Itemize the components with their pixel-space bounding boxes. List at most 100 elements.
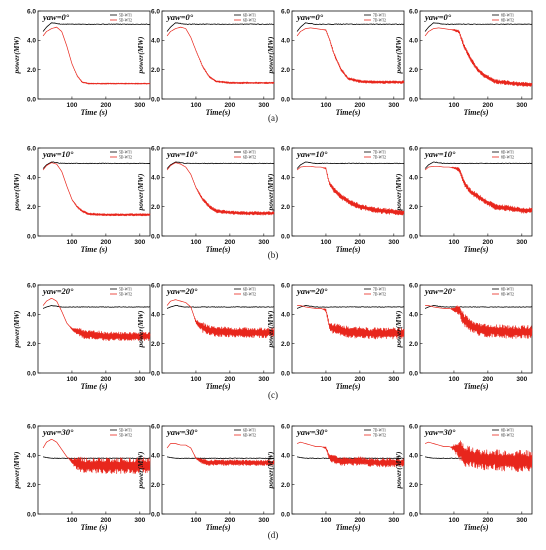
x-axis-label: Time(s) — [335, 382, 360, 391]
series-line-6D-WT2 — [166, 299, 275, 339]
x-axis-label: Time (s) — [80, 382, 107, 391]
y-tick-label: 0.0 — [281, 511, 290, 518]
legend-label: 7D-WT2 — [373, 292, 386, 296]
y-axis-label: power(MW) — [394, 310, 403, 349]
x-tick-label: 100 — [191, 517, 202, 524]
subplot-c-3: 0.0 2.0 4.0 6.0 100 200 300 Time(s) power(MW) 7D-… — [266, 282, 405, 391]
series-line-6D-WT1 — [166, 161, 275, 169]
x-tick-label: 300 — [516, 102, 527, 109]
y-tick-label: 6.0 — [27, 145, 36, 152]
legend-label: 8D-WT2 — [501, 433, 514, 437]
y-tick-label: 4.0 — [151, 175, 160, 182]
legend-label: 7D-WT1 — [373, 150, 386, 154]
yaw-annotation: yaw=30° — [424, 427, 456, 437]
x-tick-label: 300 — [388, 102, 399, 109]
y-tick-label: 0.0 — [409, 233, 418, 240]
yaw-annotation: yaw=0° — [166, 12, 194, 22]
legend-label: 7D-WT1 — [373, 428, 386, 432]
x-tick-label: 200 — [482, 239, 493, 246]
x-tick-label: 100 — [449, 517, 460, 524]
y-tick-label: 2.0 — [281, 67, 290, 74]
legend-label: 5D-WT2 — [119, 292, 132, 296]
x-tick-label: 300 — [388, 517, 399, 524]
plot-frame — [419, 147, 533, 237]
legend-label: 8D-WT1 — [501, 13, 514, 17]
legend-label: 6D-WT2 — [243, 18, 256, 22]
legend-label: 5D-WT1 — [119, 287, 132, 291]
series-line-5D-WT1 — [43, 456, 151, 459]
series-line-7D-WT1 — [296, 22, 405, 32]
y-tick-label: 6.0 — [409, 8, 418, 15]
x-tick-label: 200 — [354, 102, 365, 109]
legend-label: 6D-WT1 — [243, 13, 256, 17]
yaw-annotation: yaw=20° — [424, 286, 456, 296]
subplot-c-1: 0.0 2.0 4.0 6.0 100 200 300 Time (s) power(MW) 5D… — [12, 282, 151, 391]
x-tick-label: 200 — [224, 376, 235, 383]
series-line-6D-WT2 — [166, 162, 275, 216]
x-tick-label: 300 — [134, 102, 145, 109]
x-tick-label: 100 — [67, 239, 78, 246]
legend-label: 5D-WT2 — [119, 155, 132, 159]
x-axis-label: Time (s) — [80, 108, 107, 117]
series-line-8D-WT1 — [424, 305, 533, 309]
legend-label: 6D-WT2 — [243, 433, 256, 437]
x-tick-label: 200 — [482, 517, 493, 524]
legend-label: 5D-WT2 — [119, 18, 132, 22]
y-tick-label: 6.0 — [27, 282, 36, 289]
x-tick-label: 300 — [516, 517, 527, 524]
series-line-8D-WT2 — [424, 165, 533, 214]
yaw-annotation: yaw=30° — [166, 427, 198, 437]
y-tick-label: 6.0 — [281, 423, 290, 430]
y-axis-label: power(MW) — [136, 451, 145, 490]
series-line-5D-WT2 — [42, 438, 151, 474]
y-tick-label: 6.0 — [27, 8, 36, 15]
y-axis-label: power(MW) — [266, 36, 275, 75]
yaw-annotation: yaw=10° — [42, 149, 74, 159]
series-line-8D-WT2 — [424, 27, 533, 87]
legend-label: 7D-WT2 — [373, 18, 386, 22]
series-line-7D-WT2 — [296, 165, 405, 216]
x-axis-label: Time(s) — [335, 523, 360, 532]
legend-label: 6D-WT1 — [243, 428, 256, 432]
y-tick-label: 4.0 — [409, 38, 418, 45]
y-tick-label: 0.0 — [27, 96, 36, 103]
y-tick-label: 0.0 — [281, 96, 290, 103]
y-tick-label: 4.0 — [281, 38, 290, 45]
x-tick-label: 300 — [258, 239, 269, 246]
series-line-5D-WT1 — [42, 305, 151, 309]
x-tick-label: 300 — [516, 376, 527, 383]
y-tick-label: 2.0 — [151, 341, 160, 348]
series-line-5D-WT2 — [42, 297, 151, 342]
subplot-b-4: 0.0 2.0 4.0 6.0 100 200 300 Time(s) power(MW) 8D-… — [394, 145, 533, 254]
x-tick-label: 200 — [100, 102, 111, 109]
y-tick-label: 2.0 — [281, 204, 290, 211]
x-tick-label: 100 — [449, 239, 460, 246]
x-tick-label: 200 — [100, 239, 111, 246]
y-tick-label: 4.0 — [409, 453, 418, 460]
legend-label: 7D-WT1 — [373, 287, 386, 291]
legend-label: 8D-WT1 — [501, 287, 514, 291]
x-tick-label: 200 — [482, 376, 493, 383]
y-tick-label: 0.0 — [151, 233, 160, 240]
y-tick-label: 2.0 — [151, 204, 160, 211]
y-tick-label: 0.0 — [281, 233, 290, 240]
legend-label: 5D-WT1 — [119, 13, 132, 17]
y-tick-label: 0.0 — [27, 511, 36, 518]
y-tick-label: 0.0 — [151, 96, 160, 103]
y-tick-label: 6.0 — [281, 8, 290, 15]
y-tick-label: 0.0 — [281, 370, 290, 377]
legend-label: 6D-WT1 — [243, 287, 256, 291]
y-tick-label: 4.0 — [27, 453, 36, 460]
series-line-8D-WT2 — [425, 305, 533, 339]
subplot-b-1: 0.0 2.0 4.0 6.0 100 200 300 Time (s) power(MW) 5D… — [12, 145, 151, 254]
row-caption: (d) — [268, 530, 279, 540]
x-tick-label: 200 — [224, 102, 235, 109]
x-tick-label: 200 — [482, 102, 493, 109]
x-axis-label: Time(s) — [463, 108, 488, 117]
x-tick-label: 100 — [191, 102, 202, 109]
x-axis-label: Time(s) — [205, 382, 230, 391]
x-tick-label: 300 — [388, 376, 399, 383]
x-axis-label: Time (s) — [80, 245, 107, 254]
y-axis-label: power(MW) — [12, 310, 21, 349]
plot-frame — [291, 10, 405, 100]
